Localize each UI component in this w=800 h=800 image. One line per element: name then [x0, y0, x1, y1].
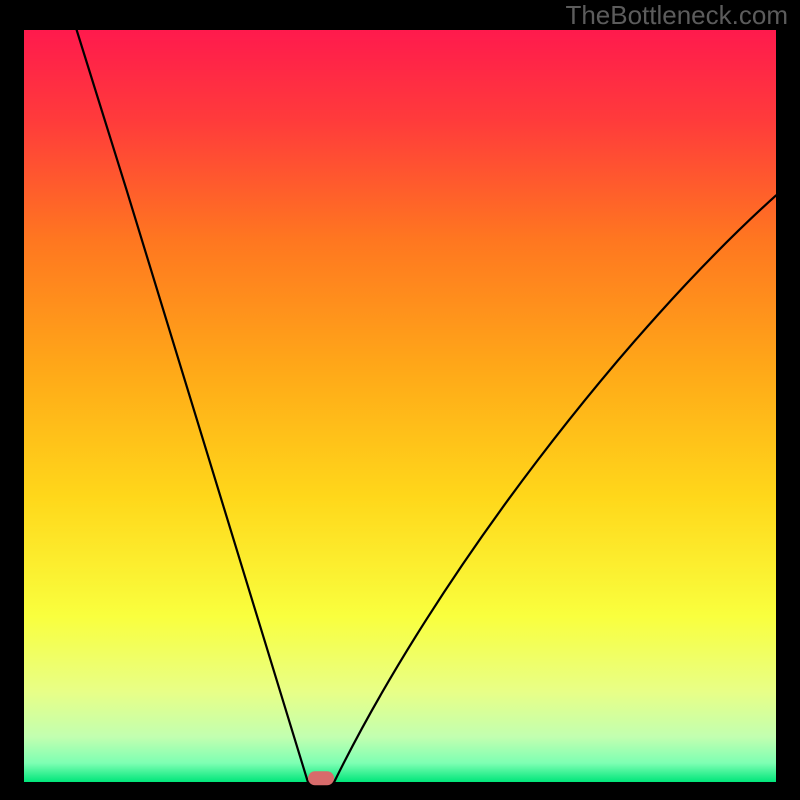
- optimal-marker: [308, 771, 334, 785]
- watermark-text: TheBottleneck.com: [565, 0, 788, 31]
- chart-container: TheBottleneck.com: [0, 0, 800, 800]
- bottleneck-chart: [0, 0, 800, 800]
- gradient-plot-area: [24, 30, 776, 782]
